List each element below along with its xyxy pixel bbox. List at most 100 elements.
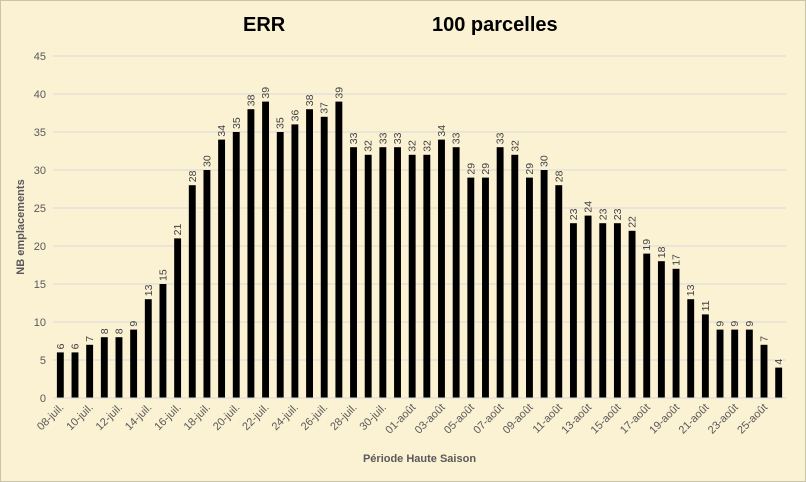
bar xyxy=(496,147,504,398)
bar xyxy=(232,132,240,398)
data-label: 23 xyxy=(597,208,609,220)
data-label: 23 xyxy=(568,208,580,220)
x-tick-label: 22-juil. xyxy=(240,402,271,433)
data-label: 6 xyxy=(69,343,81,349)
data-labels: 6 678 891315212830343538393536383739333233… xyxy=(55,87,785,365)
bar xyxy=(731,329,739,398)
y-tick-label: 10 xyxy=(34,317,46,329)
data-label: 32 xyxy=(421,140,433,152)
bar xyxy=(350,147,357,398)
bars xyxy=(56,101,783,399)
bar xyxy=(775,367,783,398)
bar xyxy=(115,337,123,398)
y-axis-title: NB emplacements xyxy=(15,179,27,274)
data-label: 34 xyxy=(436,125,448,137)
bar xyxy=(745,329,753,398)
bar xyxy=(174,238,182,398)
x-tick-label: 24-juil. xyxy=(270,402,301,433)
data-label: 7 xyxy=(84,336,96,342)
bar xyxy=(56,352,64,398)
bar xyxy=(569,223,577,398)
data-label: 39 xyxy=(260,87,272,99)
bar xyxy=(452,147,460,398)
data-label: 32 xyxy=(509,140,521,152)
data-label: 33 xyxy=(377,132,389,144)
x-tick-label: 07-août xyxy=(471,402,506,437)
x-tick-label: 03-août xyxy=(413,402,448,437)
y-tick-label: 20 xyxy=(34,241,46,253)
data-label: 23 xyxy=(612,208,624,220)
bar xyxy=(584,215,592,398)
bar xyxy=(144,299,152,398)
x-tick-label: 11-août xyxy=(531,402,565,436)
data-label: 29 xyxy=(524,163,536,175)
bar xyxy=(306,109,313,398)
bar xyxy=(130,329,138,398)
bar xyxy=(526,177,533,398)
data-label: 6 xyxy=(55,343,67,349)
data-label: 30 xyxy=(201,155,213,167)
x-tick-label: 01-août xyxy=(383,402,418,437)
bar xyxy=(716,329,724,398)
data-label: 28 xyxy=(187,170,199,182)
x-tick-label: 28-juil. xyxy=(328,402,359,433)
data-label: 11 xyxy=(700,300,712,311)
x-tick-label: 25-août xyxy=(735,402,770,437)
bar xyxy=(687,299,695,398)
data-label: 9 xyxy=(128,321,140,327)
chart-title-left: ERR xyxy=(243,14,286,36)
data-label: 18 xyxy=(656,246,668,258)
bar xyxy=(247,109,255,398)
bar xyxy=(291,124,299,399)
x-tick-label: 05-août xyxy=(442,402,477,437)
bar xyxy=(613,223,621,398)
y-tick-label: 40 xyxy=(34,89,46,101)
data-label: 4 xyxy=(773,359,785,365)
x-axis-ticks: 08-juil.10-juil.12-juil.14-juil.16-juil.… xyxy=(35,402,770,437)
x-tick-label: 18-juil. xyxy=(182,402,213,433)
data-label: 7 xyxy=(759,336,771,342)
bar xyxy=(408,154,416,398)
x-tick-label: 14-juil. xyxy=(123,402,154,433)
bar xyxy=(482,177,489,398)
data-label: 19 xyxy=(641,239,653,251)
x-tick-label: 17-août xyxy=(618,402,653,437)
y-tick-label: 35 xyxy=(34,127,46,139)
bar xyxy=(335,101,343,398)
bar xyxy=(159,284,167,398)
bar xyxy=(71,352,79,398)
bar xyxy=(438,139,445,398)
data-label: 8 xyxy=(113,328,125,334)
bar xyxy=(276,132,284,398)
bar xyxy=(760,344,768,398)
bar xyxy=(657,261,665,398)
bar xyxy=(86,344,94,398)
bar xyxy=(394,147,401,398)
bar xyxy=(643,253,651,398)
bar xyxy=(672,268,680,398)
x-tick-label: 10-juil. xyxy=(64,402,95,433)
bar xyxy=(100,337,108,398)
data-label: 35 xyxy=(231,117,243,129)
data-label: 9 xyxy=(744,321,756,327)
data-label: 32 xyxy=(363,140,375,152)
data-label: 35 xyxy=(275,117,287,129)
y-tick-label: 30 xyxy=(34,165,46,177)
data-label: 21 xyxy=(172,224,184,236)
x-axis-title: Période Haute Saison xyxy=(363,453,476,465)
y-tick-label: 15 xyxy=(34,279,46,291)
bar xyxy=(320,116,328,399)
bar xyxy=(423,154,431,398)
x-tick-label: 12-juil. xyxy=(94,402,125,433)
data-label: 37 xyxy=(319,102,331,114)
bar xyxy=(467,177,475,398)
bar xyxy=(599,223,607,398)
data-label: 28 xyxy=(553,170,565,182)
data-label: 33 xyxy=(392,132,404,144)
bar xyxy=(203,170,211,398)
bar xyxy=(364,154,372,398)
bar xyxy=(188,185,196,398)
data-label: 24 xyxy=(583,201,595,213)
